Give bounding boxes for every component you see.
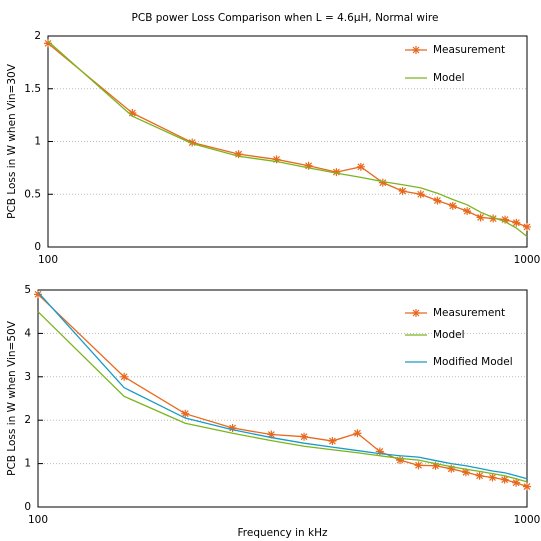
data-point: [353, 429, 362, 438]
x-tick-label: 1000: [514, 254, 541, 266]
data-point: [463, 207, 472, 216]
legend-marker: [412, 309, 420, 317]
chart-title: PCB power Loss Comparison when L = 4.6µH…: [132, 12, 439, 24]
x-tick-label: 100: [28, 514, 48, 526]
y-tick-label: 1: [24, 458, 31, 470]
data-point: [44, 39, 52, 48]
legend-label: Measurement: [433, 307, 505, 319]
data-point: [328, 437, 337, 446]
series-line: [37, 291, 528, 480]
data-point: [396, 456, 405, 465]
y-axis-label: PCB Loss in W when Vin=50V: [6, 320, 18, 476]
y-tick-label: 1.5: [24, 83, 41, 95]
data-point: [523, 482, 531, 491]
data-point: [181, 409, 190, 418]
legend-label: Measurement: [433, 44, 505, 56]
data-point: [267, 430, 276, 439]
data-point: [488, 473, 497, 482]
y-tick-label: 1: [34, 136, 41, 148]
y-tick-label: 4: [24, 327, 31, 339]
data-point: [512, 218, 521, 227]
data-point: [398, 187, 407, 196]
legend-label: Model: [433, 72, 465, 84]
data-point: [414, 461, 423, 470]
legend-label: Model: [433, 329, 465, 341]
data-point: [475, 471, 484, 480]
y-tick-label: 0: [34, 241, 41, 253]
data-point: [34, 290, 42, 299]
data-point: [512, 478, 521, 487]
y-tick-label: 3: [24, 371, 31, 383]
data-point: [447, 464, 456, 473]
series-line: [47, 40, 528, 237]
y-tick-label: 2: [34, 30, 41, 42]
plot-frame: [37, 289, 528, 508]
data-point: [500, 475, 509, 484]
series-line: [47, 42, 528, 228]
y-tick-label: 5: [24, 284, 31, 296]
data-point: [448, 201, 457, 210]
series-line: [37, 293, 528, 488]
data-point: [356, 162, 365, 171]
x-tick-label: 100: [38, 254, 58, 266]
data-point: [272, 155, 281, 164]
data-point: [120, 372, 129, 381]
series-line: [37, 311, 528, 483]
legend-marker: [412, 46, 420, 54]
data-point: [375, 447, 384, 456]
data-point: [188, 138, 197, 147]
x-axis-label: Frequency in kHz: [238, 527, 328, 539]
y-tick-label: 2: [24, 414, 31, 426]
data-point: [501, 215, 510, 224]
y-tick-label: 0.5: [24, 188, 41, 200]
data-point: [304, 161, 313, 170]
data-point: [476, 213, 485, 222]
data-point: [300, 432, 309, 441]
data-point: [378, 178, 387, 187]
data-point: [228, 424, 237, 433]
plot-frame: [47, 35, 528, 248]
legend-label: Modified Model: [433, 356, 513, 368]
data-point: [431, 461, 440, 470]
data-point: [128, 109, 137, 118]
data-point: [489, 214, 498, 223]
data-point: [461, 468, 470, 477]
data-point: [523, 222, 531, 231]
y-tick-label: 0: [24, 501, 31, 513]
y-axis-label: PCB Loss in W when Vin=30V: [6, 63, 18, 219]
x-tick-label: 1000: [514, 514, 541, 526]
data-point: [416, 190, 425, 199]
data-point: [433, 196, 442, 205]
data-point: [332, 168, 341, 177]
data-point: [234, 150, 243, 159]
